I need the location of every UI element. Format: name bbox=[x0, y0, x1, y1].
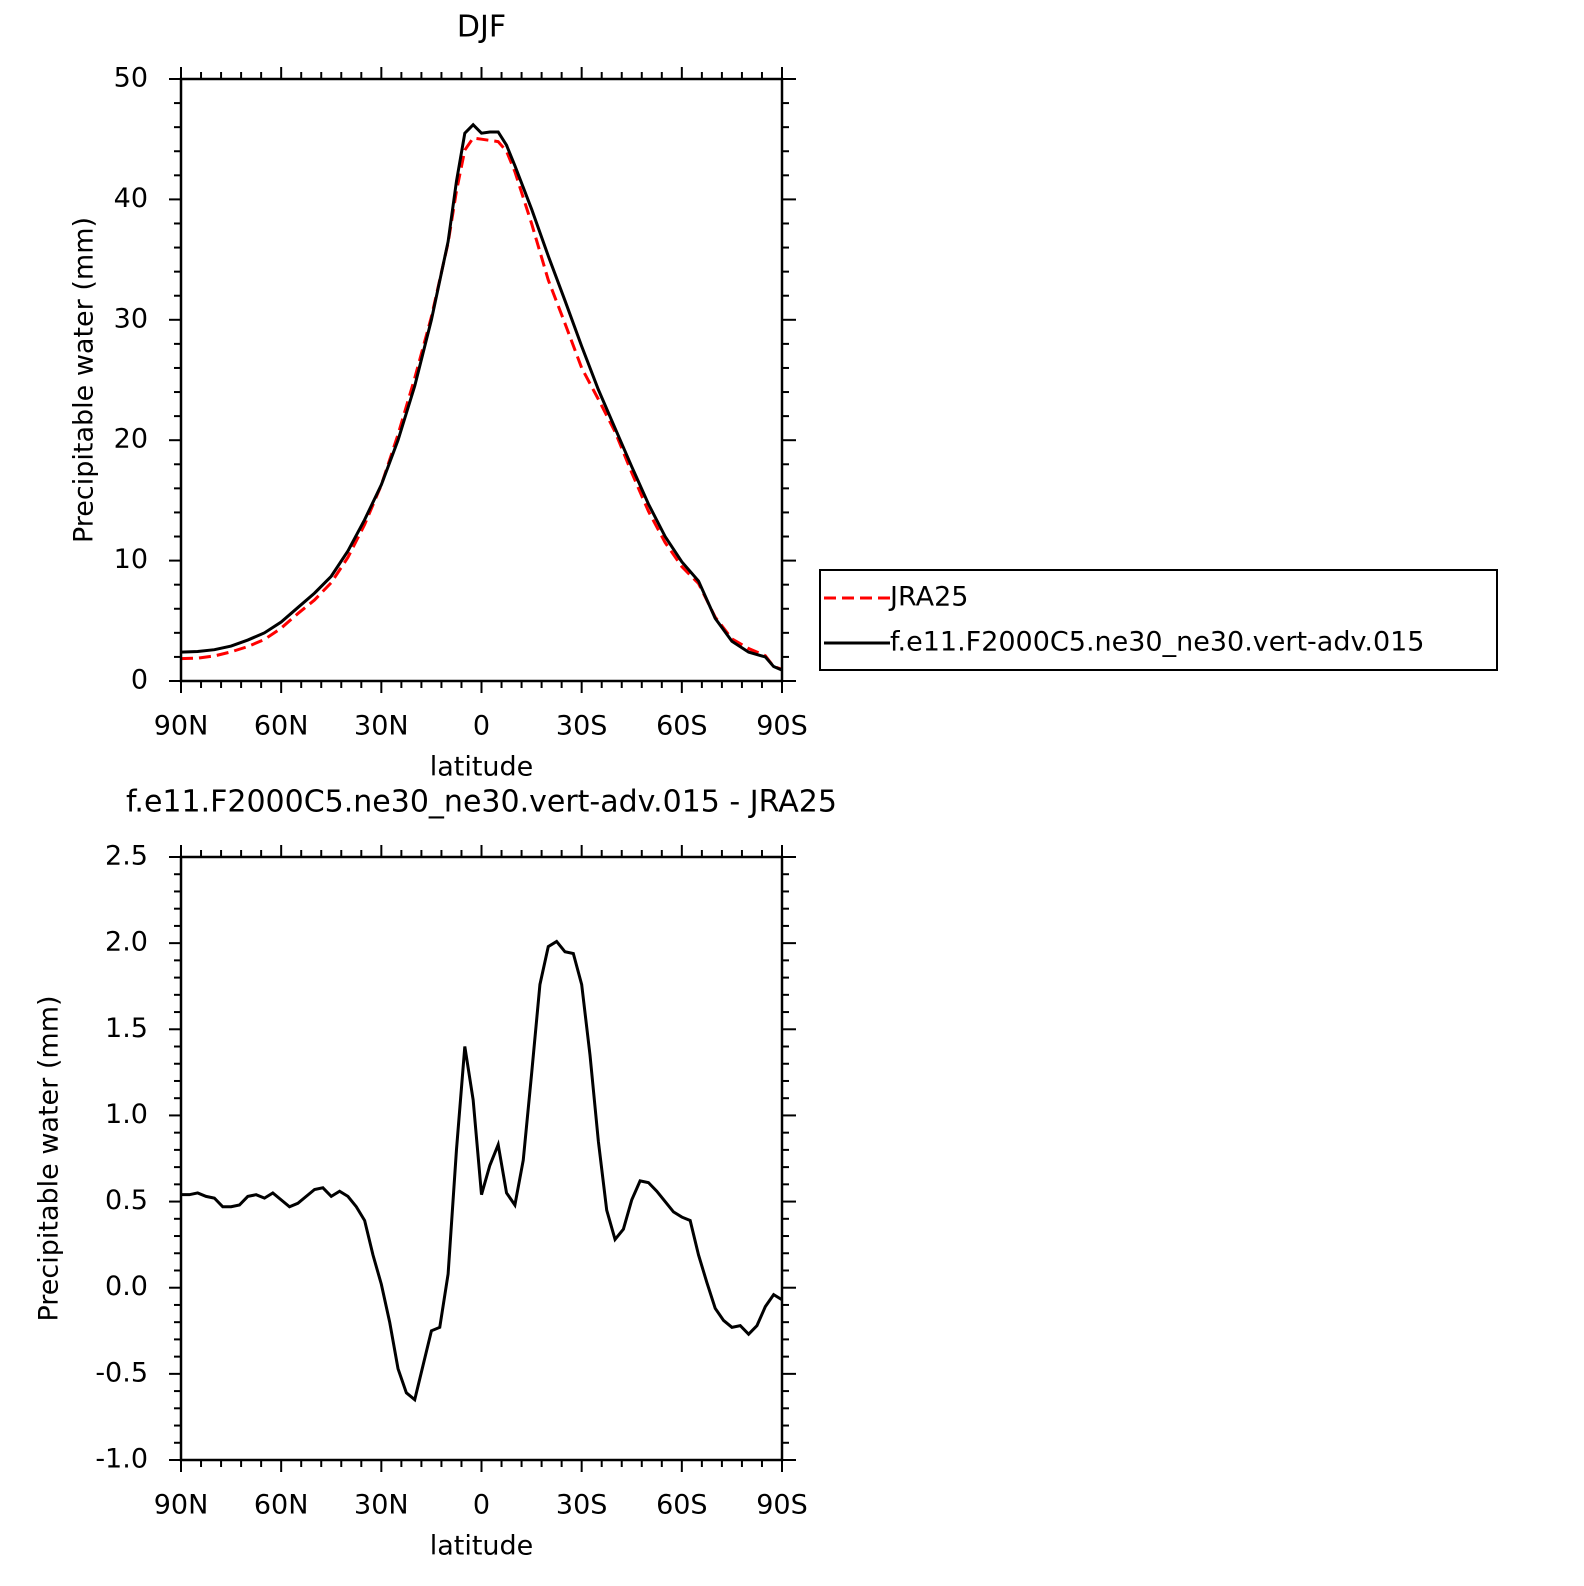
x-tick-label: 90S bbox=[756, 711, 808, 742]
y-tick-label: 20 bbox=[114, 424, 148, 455]
plot-frame bbox=[179, 77, 784, 683]
y-tick-label: 2.0 bbox=[105, 927, 148, 958]
y-tick-label: 0.5 bbox=[105, 1185, 148, 1216]
y-tick-label: 50 bbox=[114, 63, 148, 94]
x-tick-label: 90N bbox=[154, 711, 209, 742]
y-tick-label: 1.0 bbox=[105, 1099, 148, 1130]
legend-label: JRA25 bbox=[888, 582, 968, 613]
x-tick-label: 30N bbox=[354, 711, 409, 742]
y-axis-label: Precipitable water (mm) bbox=[69, 217, 100, 543]
x-tick-label: 60N bbox=[254, 1490, 309, 1521]
x-tick-label: 0 bbox=[473, 711, 490, 742]
x-tick-label: 30S bbox=[556, 711, 608, 742]
y-tick-label: 0 bbox=[131, 665, 148, 696]
y-axis-label: Precipitable water (mm) bbox=[34, 995, 65, 1321]
data-line bbox=[180, 136, 783, 671]
x-tick-label: 30S bbox=[556, 1490, 608, 1521]
x-axis-label: latitude bbox=[430, 1531, 534, 1562]
y-tick-label: 1.5 bbox=[105, 1013, 148, 1044]
legend-box bbox=[819, 569, 1498, 671]
y-tick-label: 0.0 bbox=[105, 1271, 148, 1302]
chart-title: DJF bbox=[457, 10, 506, 45]
y-tick-label: 2.5 bbox=[105, 841, 148, 872]
y-tick-label: -1.0 bbox=[95, 1444, 148, 1475]
data-line bbox=[181, 939, 783, 1403]
y-tick-label: 10 bbox=[114, 544, 148, 575]
x-tick-label: 60N bbox=[254, 711, 309, 742]
legend-label: f.e11.F2000C5.ne30_ne30.vert-adv.015 bbox=[890, 627, 1424, 658]
x-tick-label: 90S bbox=[756, 1490, 808, 1521]
x-tick-label: 30N bbox=[354, 1490, 409, 1521]
data-line bbox=[180, 122, 783, 672]
chart-title: f.e11.F2000C5.ne30_ne30.vert-adv.015 - J… bbox=[126, 785, 837, 820]
y-tick-label: 30 bbox=[114, 303, 148, 334]
x-axis-label: latitude bbox=[430, 752, 534, 783]
plot-frame bbox=[179, 855, 784, 1462]
x-tick-label: 60S bbox=[656, 1490, 708, 1521]
y-tick-label: 40 bbox=[114, 183, 148, 214]
x-tick-label: 90N bbox=[154, 1490, 209, 1521]
y-tick-label: -0.5 bbox=[95, 1357, 148, 1388]
x-tick-label: 60S bbox=[656, 711, 708, 742]
x-tick-label: 0 bbox=[473, 1490, 490, 1521]
